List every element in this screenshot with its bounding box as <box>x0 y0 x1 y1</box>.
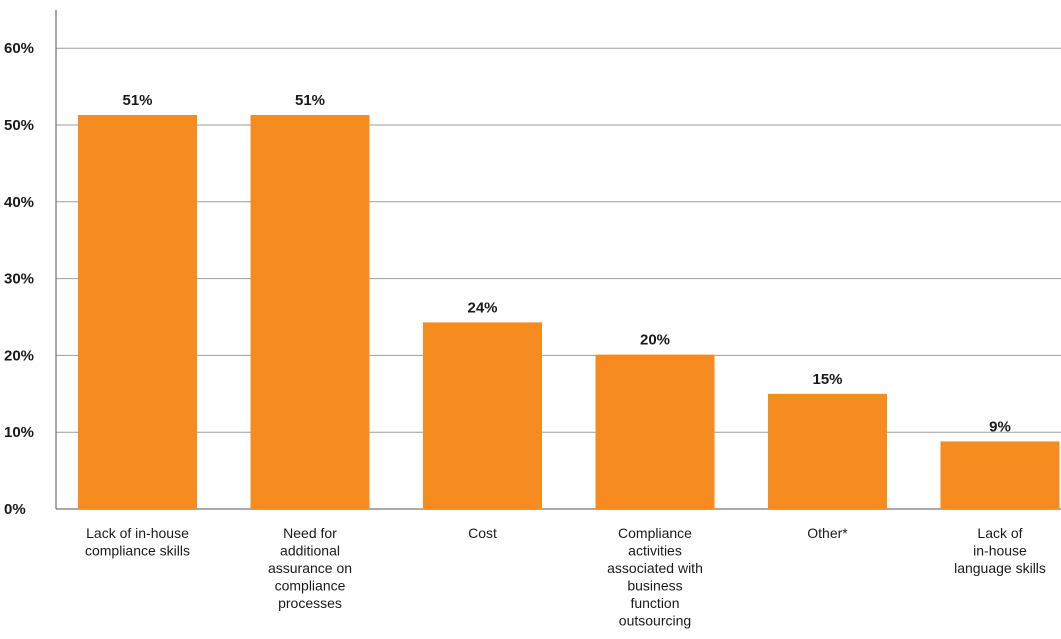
y-tick-label: 50% <box>4 117 34 134</box>
category-label-line: Other* <box>807 525 848 541</box>
category-label-line: outsourcing <box>619 613 691 629</box>
category-label-line: business <box>627 578 682 594</box>
category-label: Cost <box>468 525 497 541</box>
y-tick-label: 30% <box>4 271 34 288</box>
bar <box>250 115 370 510</box>
category-label: Lack of in-house language skills <box>954 525 1046 576</box>
category-label-line: Cost <box>468 525 497 541</box>
y-axis-tick-labels: 0% 10% 20% 30% 40% 50% 60% <box>4 40 34 518</box>
bars <box>78 115 1060 510</box>
gridlines <box>56 47 1061 510</box>
bar <box>423 322 542 509</box>
category-label-line: in-house <box>973 543 1027 559</box>
y-tick-label: 40% <box>4 194 34 211</box>
y-tick-label: 60% <box>4 40 34 57</box>
bar <box>940 441 1060 509</box>
y-tick-label: 10% <box>4 424 34 441</box>
category-label: Lack of in-house compliance skills <box>85 525 190 559</box>
y-tick-label: 0% <box>4 501 26 518</box>
category-label-line: processes <box>278 595 342 611</box>
data-label: 24% <box>467 299 497 316</box>
data-label: 20% <box>640 332 670 349</box>
category-label: Compliance activities associated with busin… <box>607 525 703 629</box>
bar <box>595 354 715 509</box>
category-label-line: function <box>630 595 679 611</box>
category-label: Need for additional assurance on compliance… <box>268 525 352 611</box>
data-labels: 51% 51% 24% 20% 15% 9% <box>122 92 1010 435</box>
bar <box>78 115 197 510</box>
category-label-line: additional <box>280 543 340 559</box>
y-tick-label: 20% <box>4 347 34 364</box>
data-label: 15% <box>812 371 842 388</box>
category-label-line: compliance skills <box>85 543 190 559</box>
x-axis-category-labels: Lack of in-house compliance skills Need fo… <box>85 525 1046 629</box>
data-label: 51% <box>295 92 325 109</box>
category-label-line: associated with <box>607 560 703 576</box>
category-label-line: compliance <box>275 578 346 594</box>
category-label-line: Compliance <box>618 525 692 541</box>
bar <box>768 393 887 509</box>
category-label-line: assurance on <box>268 560 352 576</box>
category-label-line: Need for <box>283 525 337 541</box>
category-label-line: Lack of in-house <box>86 525 189 541</box>
data-label: 51% <box>122 92 152 109</box>
category-label: Other* <box>807 525 848 541</box>
category-label-line: activities <box>628 543 682 559</box>
category-label-line: language skills <box>954 560 1046 576</box>
category-label-line: Lack of <box>977 525 1022 541</box>
data-label: 9% <box>989 418 1011 435</box>
